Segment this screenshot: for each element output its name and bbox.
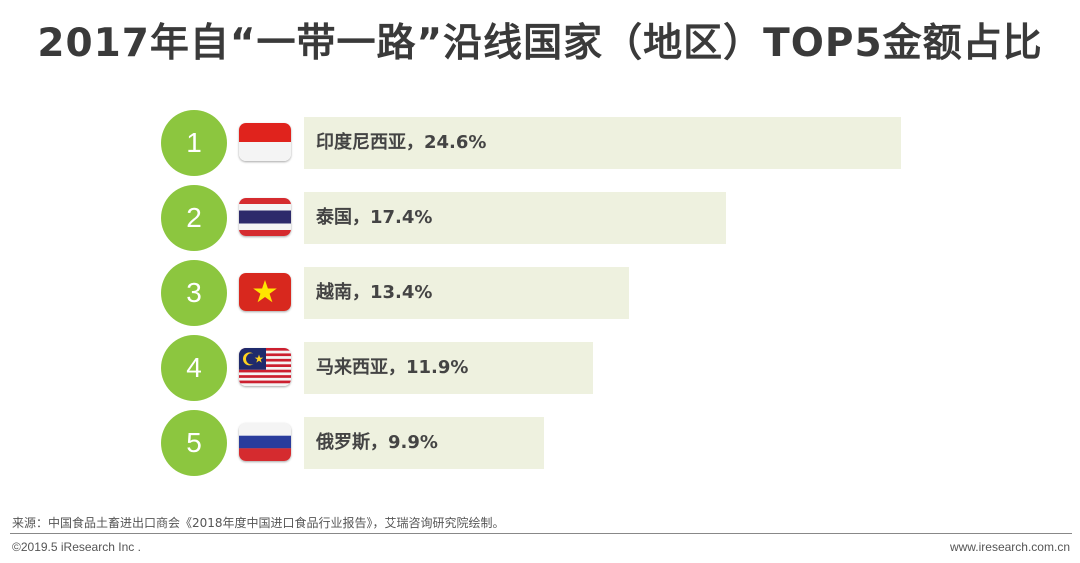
bar-row: 3 越南，13.4%: [0, 260, 1080, 326]
rank-badge: 4: [161, 335, 227, 401]
copyright-text: ©2019.5 iResearch Inc .: [12, 540, 141, 554]
rank-badge: 5: [161, 410, 227, 476]
data-label: 泰国，17.4%: [316, 207, 433, 228]
bar-row: 4 马来西亚，11.9%: [0, 335, 1080, 401]
bar: [304, 417, 544, 469]
bar: [304, 342, 593, 394]
rank-badge: 1: [161, 110, 227, 176]
rank-badge: 2: [161, 185, 227, 251]
vietnam-flag-icon: [239, 273, 291, 311]
russia-flag-icon: [239, 423, 291, 461]
bar-row: 1 印度尼西亚，24.6%: [0, 110, 1080, 176]
bar-row: 5 俄罗斯，9.9%: [0, 410, 1080, 476]
data-label: 印度尼西亚，24.6%: [316, 132, 487, 153]
bar-row: 2 泰国，17.4%: [0, 185, 1080, 251]
website-link[interactable]: www.iresearch.com.cn: [949, 540, 1070, 554]
footer-divider: [10, 533, 1072, 534]
bar: [304, 267, 629, 319]
malaysia-flag-icon: [239, 348, 291, 386]
data-label: 马来西亚，11.9%: [316, 357, 469, 378]
bar: [304, 192, 726, 244]
source-note: 来源：中国食品土畜进出口商会《2018年度中国进口食品行业报告》，艾瑞咨询研究院…: [12, 516, 505, 530]
thailand-flag-icon: [239, 198, 291, 236]
indonesia-flag-icon: [239, 123, 291, 161]
bar: [304, 117, 901, 169]
data-label: 越南，13.4%: [316, 282, 433, 303]
chart-title: 2017年自“一带一路”沿线国家（地区）TOP5金额占比: [37, 21, 1043, 66]
rank-badge: 3: [161, 260, 227, 326]
data-label: 俄罗斯，9.9%: [316, 432, 438, 453]
